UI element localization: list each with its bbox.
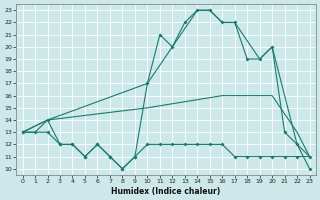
X-axis label: Humidex (Indice chaleur): Humidex (Indice chaleur): [111, 187, 221, 196]
